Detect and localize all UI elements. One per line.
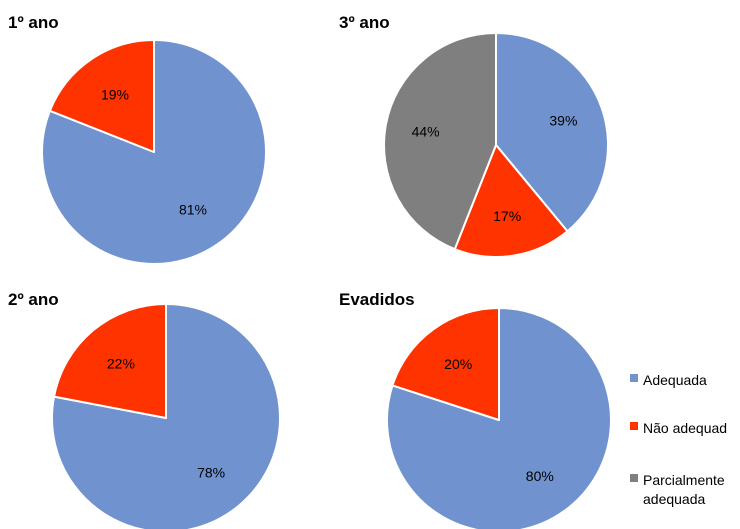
pie-slice-adequada: [385, 307, 612, 529]
data-label: 39%: [549, 113, 577, 129]
pie-slice-nao-adequad: [453, 144, 569, 258]
pie-chart-evadidos: Evadidos 80% 20%: [339, 290, 612, 529]
chart-title: Evadidos: [339, 290, 415, 309]
legend-swatch: [630, 474, 638, 482]
pie-slice-nao-adequad: [53, 303, 167, 419]
pie-slice-adequada: [495, 32, 609, 233]
legend-label: Parcialmente adequada: [643, 472, 725, 507]
chart-title: 1º ano: [8, 13, 59, 32]
legend-label-line: adequada: [643, 491, 706, 507]
legend-item-parcialmente-adequada: Parcialmente adequada: [630, 472, 725, 507]
legend: Adequada Não adequad Parcialmente adequada: [630, 372, 727, 507]
data-label: 78%: [197, 465, 225, 481]
pie-slice-nao-adequad: [391, 307, 500, 421]
chart-title: 2º ano: [8, 290, 59, 309]
data-label: 81%: [179, 201, 207, 217]
pie-chart-3-ano: 3º ano 39% 17% 44%: [339, 13, 609, 258]
chart-title: 3º ano: [339, 13, 390, 32]
data-label: 19%: [101, 87, 129, 103]
charts-layer: 1º ano 81% 19% 3º ano 39% 17% 44% 2º ano 78% 22% E…: [8, 13, 612, 529]
pie-chart-2-ano: 2º ano 78% 22%: [8, 290, 281, 529]
data-label: 20%: [444, 356, 472, 372]
legend-label-line: Não adequad: [643, 420, 727, 436]
data-label: 44%: [412, 124, 440, 140]
pie-chart-1-ano: 1º ano 81% 19%: [8, 13, 268, 265]
pie-slice-nao-adequad: [48, 39, 155, 153]
legend-swatch: [630, 374, 638, 382]
legend-swatch: [630, 422, 638, 430]
legend-label-line: Parcialmente: [643, 472, 725, 488]
legend-item-nao-adequad: Não adequad: [630, 420, 727, 436]
pie-slice-parcialmente-adequada: [383, 32, 497, 251]
data-label: 22%: [107, 356, 135, 372]
legend-label-line: Adequada: [643, 372, 707, 388]
data-label: 80%: [526, 468, 554, 484]
legend-label: Adequada: [643, 372, 707, 388]
legend-item-adequada: Adequada: [630, 372, 707, 388]
data-label: 17%: [493, 208, 521, 224]
legend-label: Não adequad: [643, 420, 727, 436]
